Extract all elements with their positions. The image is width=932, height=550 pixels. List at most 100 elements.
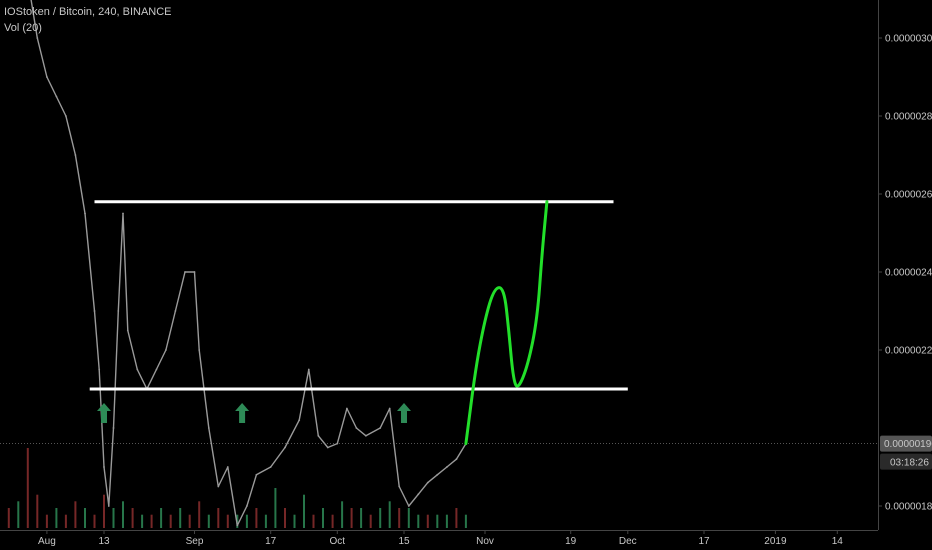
volume-bar bbox=[264, 514, 267, 528]
price-point bbox=[155, 368, 158, 371]
volume-bar bbox=[169, 514, 172, 528]
volume-bar bbox=[245, 514, 248, 528]
price-point bbox=[426, 481, 429, 484]
price-point bbox=[446, 466, 448, 468]
volume-bar bbox=[407, 508, 410, 528]
arrow-shape[interactable] bbox=[397, 403, 411, 423]
plot-background[interactable] bbox=[0, 0, 878, 530]
symbol-title[interactable]: IOStoken / Bitcoin, 240, BINANCE bbox=[4, 6, 172, 18]
time-tick-label: Oct bbox=[330, 536, 346, 547]
time-tick-label: 17 bbox=[698, 536, 710, 547]
price-point bbox=[193, 271, 196, 273]
volume-bar bbox=[331, 514, 334, 528]
volume-bar bbox=[36, 494, 39, 528]
countdown-badge-bg bbox=[880, 453, 932, 470]
price-point bbox=[122, 212, 124, 215]
volume-bar bbox=[188, 514, 191, 528]
time-tick-label: Nov bbox=[476, 536, 494, 547]
price-point bbox=[246, 505, 248, 507]
up-arrow-icon[interactable] bbox=[235, 403, 250, 423]
projection-drawing[interactable] bbox=[464, 200, 549, 446]
volume-bar bbox=[64, 514, 67, 528]
volume-bar bbox=[207, 514, 210, 528]
volume-bar bbox=[160, 508, 163, 528]
volume-bar bbox=[103, 494, 105, 528]
price-point bbox=[336, 442, 339, 445]
price-point bbox=[379, 427, 382, 429]
price-point bbox=[184, 271, 186, 273]
volume-bar bbox=[112, 508, 115, 528]
time-axis[interactable]: Aug 13 Sep 17 Oct 15 Nov 19 Dec 17 2019 14 bbox=[0, 530, 878, 547]
volume-bar bbox=[379, 508, 382, 528]
volume-bar bbox=[312, 514, 315, 528]
volume-bar bbox=[426, 514, 429, 528]
price-point bbox=[36, 37, 39, 39]
volume-bar bbox=[226, 514, 229, 528]
volume-bar bbox=[74, 501, 77, 528]
price-point bbox=[407, 505, 410, 507]
volume-bar bbox=[436, 514, 439, 528]
time-tick-label: 15 bbox=[398, 536, 410, 547]
up-arrow-icon[interactable] bbox=[397, 403, 411, 423]
time-tick-label: 17 bbox=[265, 536, 277, 547]
volume-bar bbox=[284, 508, 286, 528]
price-point bbox=[317, 434, 320, 437]
support-arrows[interactable] bbox=[97, 403, 411, 423]
volume-bar bbox=[388, 501, 391, 528]
countdown-badge-value: 03:18:26 bbox=[890, 458, 929, 469]
volume-bar bbox=[455, 508, 458, 528]
volume-bars bbox=[7, 448, 467, 528]
price-point bbox=[74, 154, 77, 156]
price-point bbox=[126, 329, 129, 332]
price-point bbox=[136, 368, 139, 371]
chart-plot-area[interactable] bbox=[0, 0, 878, 530]
volume-bar bbox=[55, 508, 58, 528]
price-point bbox=[255, 473, 258, 476]
price-point bbox=[226, 466, 229, 468]
volume-bar bbox=[17, 501, 20, 528]
volume-bar bbox=[322, 508, 324, 528]
time-tick-label: 2019 bbox=[764, 536, 787, 547]
price-point bbox=[436, 473, 439, 476]
time-tick-label: 13 bbox=[98, 536, 110, 547]
volume-bar bbox=[7, 508, 10, 528]
horizontal-levels[interactable] bbox=[89, 200, 628, 550]
price-badge[interactable]: 0.00000196 03:18:26 bbox=[880, 435, 932, 470]
arrow-shape[interactable] bbox=[97, 403, 111, 423]
price-point bbox=[217, 485, 220, 488]
volume-bar bbox=[150, 514, 153, 528]
volume-bar bbox=[398, 508, 401, 528]
price-point bbox=[65, 115, 67, 117]
price-point bbox=[355, 427, 358, 429]
volume-bar bbox=[45, 514, 48, 528]
price-point bbox=[174, 310, 177, 312]
volume-indicator-label[interactable]: Vol (20) bbox=[4, 22, 42, 34]
price-point bbox=[346, 407, 348, 410]
price-point bbox=[236, 524, 239, 527]
volume-bar bbox=[303, 494, 305, 528]
up-arrow-icon[interactable] bbox=[97, 403, 111, 423]
time-tick-label: Aug bbox=[38, 536, 56, 547]
time-tick-label: 14 bbox=[832, 536, 844, 547]
volume-bar bbox=[464, 514, 467, 528]
volume-bar bbox=[179, 508, 182, 528]
price-point bbox=[307, 368, 310, 371]
projection-curve[interactable] bbox=[464, 200, 549, 446]
volume-bar bbox=[341, 501, 344, 528]
volume-bar bbox=[26, 448, 29, 528]
price-point bbox=[46, 76, 48, 78]
arrow-shape[interactable] bbox=[235, 403, 250, 423]
price-point bbox=[93, 310, 96, 312]
volume-bar bbox=[198, 501, 201, 528]
volume-bar bbox=[84, 508, 86, 528]
volume-bar bbox=[255, 508, 258, 528]
price-point bbox=[112, 427, 115, 429]
